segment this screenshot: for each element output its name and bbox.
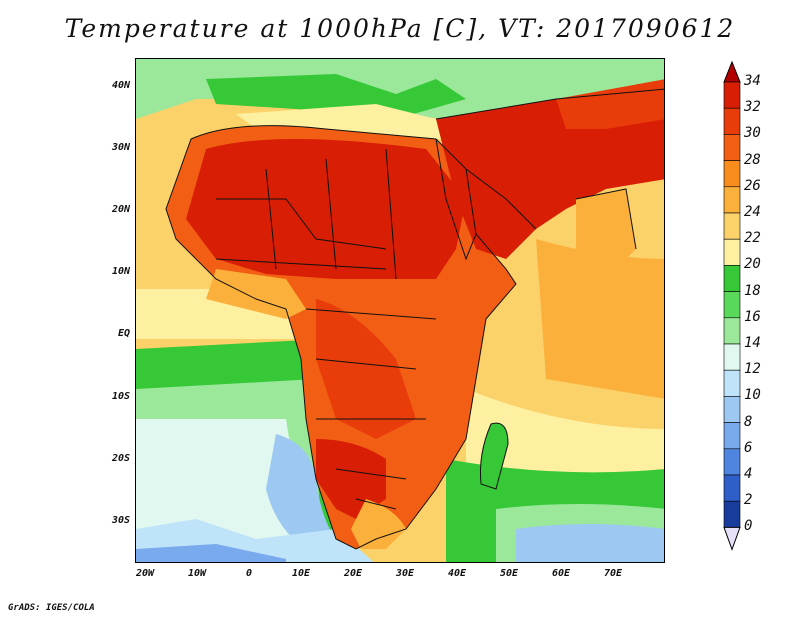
colorbar-cell bbox=[723, 500, 741, 528]
colorbar-cell bbox=[723, 81, 741, 109]
central-africa-hot bbox=[316, 299, 416, 439]
europe-cool bbox=[136, 59, 664, 119]
colorbar-cell bbox=[723, 107, 741, 135]
colorbar-cell bbox=[723, 291, 741, 319]
lat-tick-label: EQ bbox=[117, 328, 130, 339]
colorbar-cell bbox=[723, 238, 741, 266]
colorbar-cell bbox=[723, 212, 741, 240]
benguela-cold-patch bbox=[266, 434, 336, 549]
india-warm bbox=[576, 189, 636, 279]
lon-tick-label: 70E bbox=[603, 568, 623, 579]
west-africa-band bbox=[206, 269, 306, 319]
colorbar-label: 16 bbox=[744, 308, 761, 325]
lon-tick-label: 50E bbox=[499, 568, 519, 579]
south-indian-cool bbox=[516, 524, 664, 562]
colorbar-label: 26 bbox=[744, 177, 761, 194]
south-africa-cooler bbox=[351, 499, 406, 549]
lat-tick-label: 20N bbox=[111, 204, 130, 215]
colorbar-label: 12 bbox=[744, 361, 761, 378]
colorbar-under-triangle bbox=[723, 526, 741, 551]
colorbar-cell bbox=[723, 422, 741, 450]
lon-tick-label: 0 bbox=[245, 568, 253, 579]
lon-tick-label: 10W bbox=[187, 568, 207, 579]
colorbar-label: 22 bbox=[744, 230, 761, 247]
colorbar-cell bbox=[723, 369, 741, 397]
lat-tick-label: 10S bbox=[111, 391, 130, 402]
colorbar-label: 8 bbox=[744, 413, 753, 430]
colorbar-cell bbox=[723, 160, 741, 188]
colorbar-label: 24 bbox=[744, 204, 761, 220]
colorbar-label: 34 bbox=[744, 73, 761, 89]
colorbar-label: 18 bbox=[744, 282, 761, 299]
colorbar-label: 6 bbox=[744, 439, 753, 456]
lon-tick-label: 20W bbox=[135, 568, 155, 579]
colorbar-label: 2 bbox=[744, 492, 753, 509]
lat-tick-label: 30N bbox=[111, 142, 130, 153]
colorbar-cell bbox=[723, 448, 741, 476]
lat-tick-label: 40N bbox=[111, 80, 130, 91]
colorbar-label: 20 bbox=[744, 256, 761, 273]
country-borders bbox=[165, 88, 664, 550]
lon-tick-label: 30E bbox=[395, 568, 415, 579]
lon-tick-label: 60E bbox=[551, 568, 571, 579]
colorbar-label: 4 bbox=[744, 466, 753, 482]
credit-text: GrADS: IGES/COLA bbox=[8, 603, 95, 613]
sahara-hot bbox=[186, 139, 466, 279]
colorbar-label: 30 bbox=[744, 125, 761, 142]
madagascar bbox=[480, 423, 508, 489]
colorbar-cell bbox=[723, 186, 741, 214]
lat-tick-label: 20S bbox=[111, 453, 130, 464]
colorbar-cell bbox=[723, 265, 741, 292]
colorbar-over-triangle bbox=[723, 60, 741, 83]
lat-tick-label: 30S bbox=[111, 515, 130, 526]
arabia-hot bbox=[436, 89, 664, 259]
indian-ocean-warm bbox=[536, 239, 664, 399]
temperature-map bbox=[136, 59, 664, 562]
europe-green bbox=[206, 74, 466, 119]
colorbar-label: 10 bbox=[744, 387, 761, 404]
colorbar-cell bbox=[723, 343, 741, 371]
colorbar-label: 14 bbox=[744, 335, 761, 351]
colorbar-cell bbox=[723, 396, 741, 423]
map-panel bbox=[135, 58, 665, 563]
colorbar-cell bbox=[723, 134, 741, 161]
southern-ocean-deep bbox=[136, 544, 286, 562]
lon-tick-label: 40E bbox=[447, 568, 467, 579]
colorbar bbox=[723, 60, 741, 551]
colorbar-cell bbox=[723, 474, 741, 502]
lon-tick-label: 10E bbox=[291, 568, 311, 579]
lat-tick-label: 10N bbox=[111, 266, 130, 277]
colorbar-label: 28 bbox=[744, 151, 761, 168]
map-title: Temperature at 1000hPa [C], VT: 20170906… bbox=[64, 14, 736, 43]
lon-tick-label: 20E bbox=[343, 568, 363, 579]
colorbar-label: 0 bbox=[744, 518, 753, 535]
southern-africa-hot bbox=[316, 439, 386, 519]
colorbar-label: 32 bbox=[744, 99, 761, 116]
colorbar-cell bbox=[723, 317, 741, 345]
